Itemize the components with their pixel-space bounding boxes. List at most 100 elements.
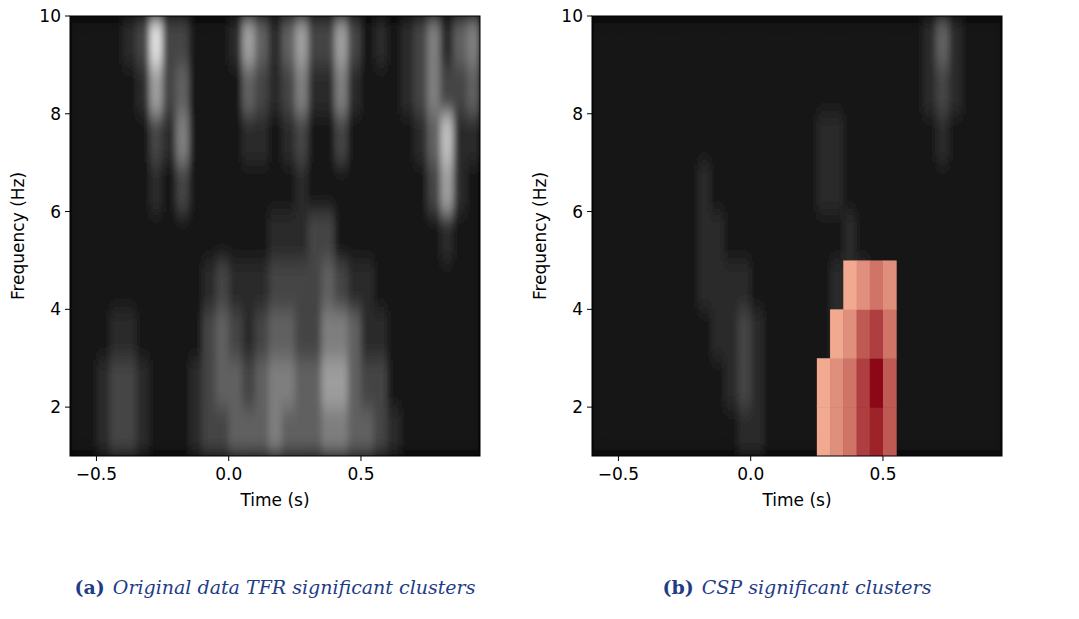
x-tick — [360, 456, 361, 461]
cell — [163, 260, 177, 309]
cell — [454, 260, 468, 309]
panel: −0.50.00.5246810Time (s)Frequency (Hz)(a… — [8, 6, 481, 598]
cell — [242, 65, 256, 114]
cell — [335, 65, 349, 114]
cell — [374, 16, 388, 65]
cell — [685, 16, 699, 65]
cell — [189, 16, 203, 65]
cell — [870, 212, 884, 261]
cell — [698, 407, 712, 456]
cell — [335, 114, 349, 163]
cell — [685, 163, 699, 212]
cell — [110, 212, 124, 261]
cluster-cell — [830, 407, 844, 456]
cell — [658, 212, 672, 261]
cell — [923, 65, 937, 114]
cell — [374, 358, 388, 407]
cell — [70, 163, 84, 212]
cell — [857, 65, 871, 114]
cell — [962, 407, 976, 456]
cell — [96, 114, 110, 163]
cell — [387, 309, 401, 358]
cell — [348, 163, 362, 212]
cell — [189, 212, 203, 261]
cell — [658, 407, 672, 456]
x-tick-label: −0.5 — [76, 464, 117, 484]
cell — [414, 16, 428, 65]
cell — [909, 309, 923, 358]
cell — [923, 16, 937, 65]
cell — [711, 16, 725, 65]
cell — [737, 114, 751, 163]
cell — [830, 114, 844, 163]
cell — [149, 163, 163, 212]
cell — [176, 114, 190, 163]
cell — [817, 309, 831, 358]
cell — [645, 16, 659, 65]
cell — [215, 212, 229, 261]
y-tick — [587, 407, 592, 408]
cell — [671, 16, 685, 65]
cell — [189, 163, 203, 212]
cell — [374, 212, 388, 261]
cell — [361, 309, 375, 358]
cell — [414, 407, 428, 456]
cell — [387, 16, 401, 65]
cell — [923, 358, 937, 407]
cell — [110, 358, 124, 407]
cell — [764, 260, 778, 309]
cell — [711, 260, 725, 309]
cell — [685, 212, 699, 261]
cell — [268, 260, 282, 309]
y-tick-label: 6 — [572, 202, 583, 222]
cell — [671, 309, 685, 358]
cell — [70, 65, 84, 114]
cell — [83, 260, 97, 309]
cell — [374, 407, 388, 456]
cell — [427, 163, 441, 212]
cell — [215, 16, 229, 65]
cell — [110, 309, 124, 358]
x-tick-label: 0.0 — [737, 464, 764, 484]
y-tick — [65, 407, 70, 408]
cell — [176, 260, 190, 309]
cell — [176, 16, 190, 65]
cell — [777, 358, 791, 407]
cluster-cell — [857, 407, 871, 456]
cell — [427, 212, 441, 261]
cell — [268, 358, 282, 407]
cell — [229, 65, 243, 114]
cell — [321, 358, 335, 407]
cell — [149, 65, 163, 114]
cell — [335, 407, 349, 456]
cell — [989, 16, 1002, 65]
cell — [645, 114, 659, 163]
cell — [70, 212, 84, 261]
cell — [711, 407, 725, 456]
cell — [335, 163, 349, 212]
cell — [110, 260, 124, 309]
cell — [282, 407, 296, 456]
cell — [605, 212, 619, 261]
cell — [215, 114, 229, 163]
cell — [189, 260, 203, 309]
cell — [804, 309, 818, 358]
x-tick — [96, 456, 97, 461]
cell — [751, 163, 765, 212]
cell — [123, 16, 137, 65]
cell — [790, 212, 804, 261]
cell — [632, 163, 646, 212]
cell — [361, 65, 375, 114]
cell — [149, 114, 163, 163]
cell — [817, 407, 831, 456]
cell — [255, 309, 269, 358]
cell — [857, 260, 871, 309]
cell — [658, 114, 672, 163]
x-tick-label: 0.5 — [347, 464, 374, 484]
cell — [308, 16, 322, 65]
cell — [698, 260, 712, 309]
cell — [229, 16, 243, 65]
cell — [83, 358, 97, 407]
cell — [440, 16, 454, 65]
axes-frame — [592, 16, 1002, 456]
